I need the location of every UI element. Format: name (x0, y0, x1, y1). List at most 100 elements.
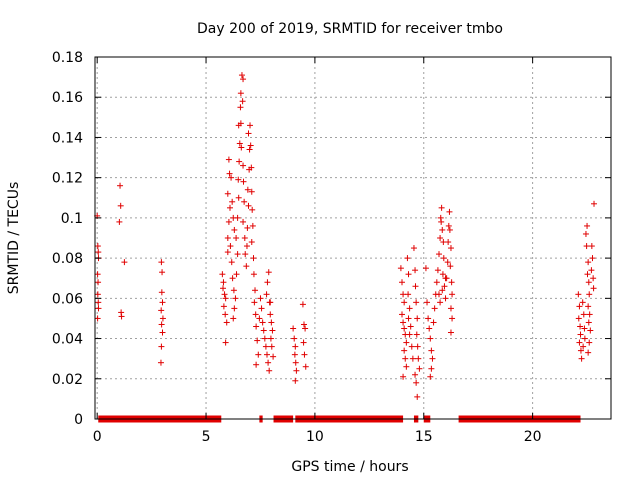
data-point (427, 373, 434, 380)
data-point (263, 291, 270, 298)
data-point (232, 295, 239, 302)
data-point (249, 206, 256, 213)
data-point (441, 283, 448, 290)
data-point (291, 335, 298, 342)
data-point (235, 176, 242, 183)
data-point (301, 321, 308, 328)
data-point (449, 291, 456, 298)
data-point (229, 198, 236, 205)
data-point (267, 335, 274, 342)
data-point (586, 291, 593, 298)
data-point (582, 230, 589, 237)
data-point (447, 263, 454, 270)
data-point (237, 104, 244, 111)
data-point (301, 351, 308, 358)
data-point (248, 164, 255, 171)
data-point (577, 323, 584, 330)
x-tick-label: 0 (93, 429, 102, 445)
data-point (248, 239, 255, 246)
y-tick-label: 0.1 (61, 211, 83, 227)
data-point (405, 271, 412, 278)
data-point (430, 319, 437, 326)
data-point (247, 122, 254, 129)
data-point (290, 325, 297, 332)
data-point (261, 335, 268, 342)
data-point (220, 303, 227, 310)
data-point (400, 373, 407, 380)
data-point (406, 305, 413, 312)
data-point (264, 279, 271, 286)
data-point (431, 305, 438, 312)
data-point (227, 243, 234, 250)
data-point (584, 222, 591, 229)
data-point (292, 343, 299, 350)
data-point (252, 287, 259, 294)
data-point (398, 311, 405, 318)
data-point (445, 239, 452, 246)
data-point (439, 226, 446, 233)
data-point (230, 315, 237, 322)
data-point (228, 174, 235, 181)
data-point (412, 267, 419, 274)
data-point (413, 331, 420, 338)
data-point (223, 319, 230, 326)
data-point (95, 249, 102, 256)
data-point (234, 251, 241, 258)
data-point (587, 327, 594, 334)
data-point (224, 190, 231, 197)
data-point (250, 255, 257, 262)
axis-ticks (95, 56, 611, 420)
data-point (585, 303, 592, 310)
data-point (439, 271, 446, 278)
data-point (235, 194, 242, 201)
data-point (581, 335, 588, 342)
x-tick-label: 5 (202, 429, 211, 445)
y-tick-label: 0.04 (52, 332, 83, 348)
data-point (259, 319, 266, 326)
x-tick-label: 20 (524, 429, 542, 445)
data-point (237, 90, 244, 97)
data-point (245, 202, 252, 209)
data-point (447, 245, 454, 252)
data-point (253, 323, 260, 330)
data-point (225, 156, 232, 163)
data-point (226, 170, 233, 177)
data-point (222, 295, 229, 302)
grid-lines (95, 57, 611, 419)
data-point (425, 315, 432, 322)
data-point (292, 377, 299, 384)
data-point (230, 287, 237, 294)
data-point (240, 218, 247, 225)
data-point (260, 327, 267, 334)
data-point (575, 291, 582, 298)
data-point (576, 303, 583, 310)
data-point (231, 226, 238, 233)
data-point (586, 311, 593, 318)
data-point (241, 198, 248, 205)
data-point (585, 279, 592, 286)
data-point (158, 289, 165, 296)
data-point (414, 315, 421, 322)
data-point (240, 76, 247, 83)
y-tick-label: 0.16 (52, 90, 83, 106)
data-point (591, 200, 598, 207)
data-point (300, 339, 307, 346)
data-point (255, 351, 262, 358)
data-point (264, 351, 270, 358)
data-point (247, 142, 254, 149)
data-point (302, 325, 309, 332)
data-point (262, 343, 269, 350)
data-point (94, 243, 101, 250)
data-point (241, 235, 248, 241)
data-point (437, 235, 444, 241)
data-point (302, 363, 309, 370)
data-point (233, 235, 240, 241)
data-point (95, 299, 102, 306)
data-point (429, 355, 436, 362)
data-point (580, 343, 587, 350)
data-point (238, 144, 245, 151)
data-point (412, 371, 419, 378)
data-point (240, 162, 247, 169)
data-point (258, 305, 265, 312)
data-point (412, 283, 419, 290)
